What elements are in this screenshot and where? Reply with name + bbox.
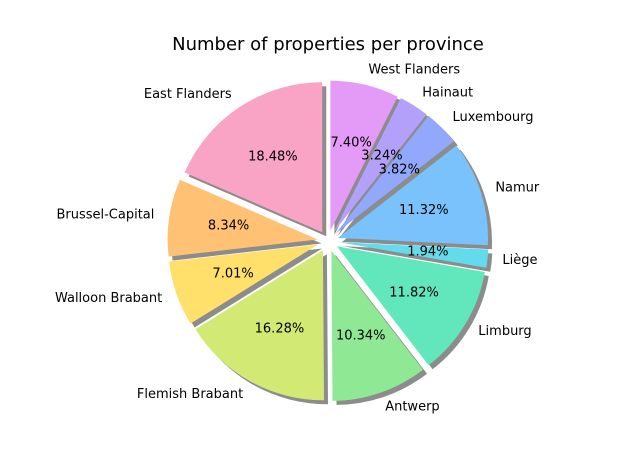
slice-limburg	[336, 246, 485, 366]
slice-liege	[338, 242, 489, 268]
slice-percent-west-flanders: 7.40%	[331, 136, 372, 151]
slice-label-namur: Namur	[495, 181, 540, 196]
slice-walloon-brabant	[169, 244, 319, 324]
slice-east-flanders	[184, 82, 323, 233]
slice-label-west-flanders: West Flanders	[368, 63, 460, 78]
slice-brussel-capital	[167, 179, 318, 257]
slice-flemish-brabant	[195, 250, 325, 401]
slice-percent-limburg: 11.82%	[389, 285, 439, 300]
slice-percent-brussel-capital: 8.34%	[208, 219, 249, 234]
slice-percent-hainaut: 3.24%	[361, 149, 402, 164]
slice-label-luxembourg: Luxembourg	[452, 110, 533, 125]
slice-namur	[338, 145, 489, 246]
slice-label-brussel-capital: Brussel-Capital	[56, 208, 154, 223]
slice-percent-east-flanders: 18.48%	[248, 149, 298, 164]
slice-west-flanders	[330, 80, 398, 231]
slice-label-flemish-brabant: Flemish Brabant	[137, 387, 243, 402]
slice-percent-namur: 11.32%	[399, 203, 449, 218]
pie-slices	[167, 80, 489, 401]
slice-label-east-flanders: East Flanders	[144, 87, 232, 102]
slice-hainaut	[333, 98, 427, 233]
slice-percent-walloon-brabant: 7.01%	[212, 267, 253, 282]
slice-label-liege: Liège	[502, 253, 537, 268]
slice-label-limburg: Limburg	[478, 324, 531, 339]
slice-label-walloon-brabant: Walloon Brabant	[55, 291, 162, 306]
slice-label-antwerp: Antwerp	[385, 399, 439, 414]
slice-percent-luxembourg: 3.82%	[379, 163, 420, 178]
chart-title: Number of properties per province	[172, 34, 484, 55]
pie-labels: 18.48% East Flanders 8.34% Brussel-Capital 7…	[55, 63, 540, 415]
slice-percent-flemish-brabant: 16.28%	[255, 321, 305, 336]
slice-percent-liege: 1.94%	[407, 245, 448, 260]
slice-percent-antwerp: 10.34%	[336, 329, 386, 344]
slice-label-hainaut: Hainaut	[422, 85, 473, 100]
slice-luxembourg	[335, 115, 454, 234]
slice-antwerp	[331, 250, 424, 401]
